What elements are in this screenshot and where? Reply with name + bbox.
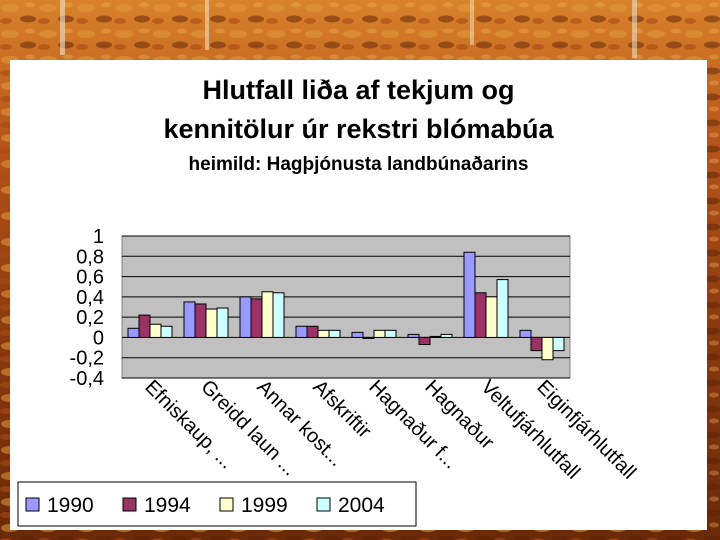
y-tick-label: 0,2 (76, 307, 104, 329)
y-tick-label: 0,4 (76, 287, 104, 309)
bar-2004 (440, 333, 453, 338)
bar-1999 (317, 329, 330, 338)
legend-swatch (219, 497, 234, 512)
bar-1990 (239, 296, 252, 338)
chart-title-line-2: kennitölur úr rekstri blómabúa (163, 114, 554, 144)
bar-2004 (160, 325, 173, 338)
y-tick-label: 0,6 (76, 267, 104, 289)
bar-1994 (138, 314, 151, 338)
bar-1990 (519, 329, 532, 338)
bar-1994 (306, 325, 319, 338)
chart-title-line-1: Hlutfall liða af tekjum og (202, 75, 515, 105)
bar-1999 (485, 296, 498, 338)
bar-2004 (552, 336, 565, 352)
legend-label: 2004 (338, 494, 385, 517)
bar-1990 (463, 251, 476, 338)
bar-1994 (250, 298, 263, 338)
legend-swatch (316, 497, 331, 512)
bar-1994 (418, 336, 431, 346)
bar-1999 (373, 329, 386, 338)
bar-1999 (205, 308, 218, 338)
x-category-label: Veltufjárhlutfall (476, 376, 584, 484)
x-category-label: Eiginfjárhlutfall (532, 376, 640, 484)
legend-box (17, 481, 417, 527)
bar-1994 (530, 336, 543, 352)
bar-1994 (194, 303, 207, 338)
bar-2004 (272, 292, 285, 338)
bar-1999 (429, 335, 442, 338)
y-tick-label: 0 (93, 327, 104, 349)
y-tick-label: -0,2 (70, 348, 104, 370)
chart-panel: Hlutfall liða af tekjum og kennitölur úr… (10, 60, 707, 530)
bar-chart: 10,80,60,40,20-0,2-0,4 Efniskaup, ...Grei… (17, 226, 640, 527)
legend-label: 1999 (241, 494, 288, 517)
bar-1990 (127, 327, 140, 338)
legend-swatch (122, 497, 137, 512)
bar-1990 (351, 331, 364, 338)
y-tick-label: -0,4 (70, 368, 104, 390)
bar-1999 (541, 336, 554, 361)
y-tick-label: 1 (93, 226, 104, 248)
bar-1990 (407, 333, 420, 338)
legend-label: 1994 (144, 494, 191, 517)
bar-1994 (362, 336, 375, 339)
bar-1999 (149, 323, 162, 338)
bar-1994 (474, 292, 487, 338)
legend-label: 1990 (47, 494, 94, 517)
bar-1990 (295, 325, 308, 338)
bar-1999 (261, 291, 274, 338)
x-category-label: Greidd laun ... (196, 376, 300, 480)
bar-1990 (183, 301, 196, 338)
bar-2004 (384, 329, 397, 338)
chart-subtitle: heimild: Hagþjónusta landbúnaðarins (188, 154, 529, 175)
bar-2004 (216, 307, 229, 338)
bar-2004 (328, 329, 341, 338)
y-tick-label: 0,8 (76, 246, 104, 268)
bar-2004 (496, 279, 509, 338)
legend-swatch (25, 497, 40, 512)
